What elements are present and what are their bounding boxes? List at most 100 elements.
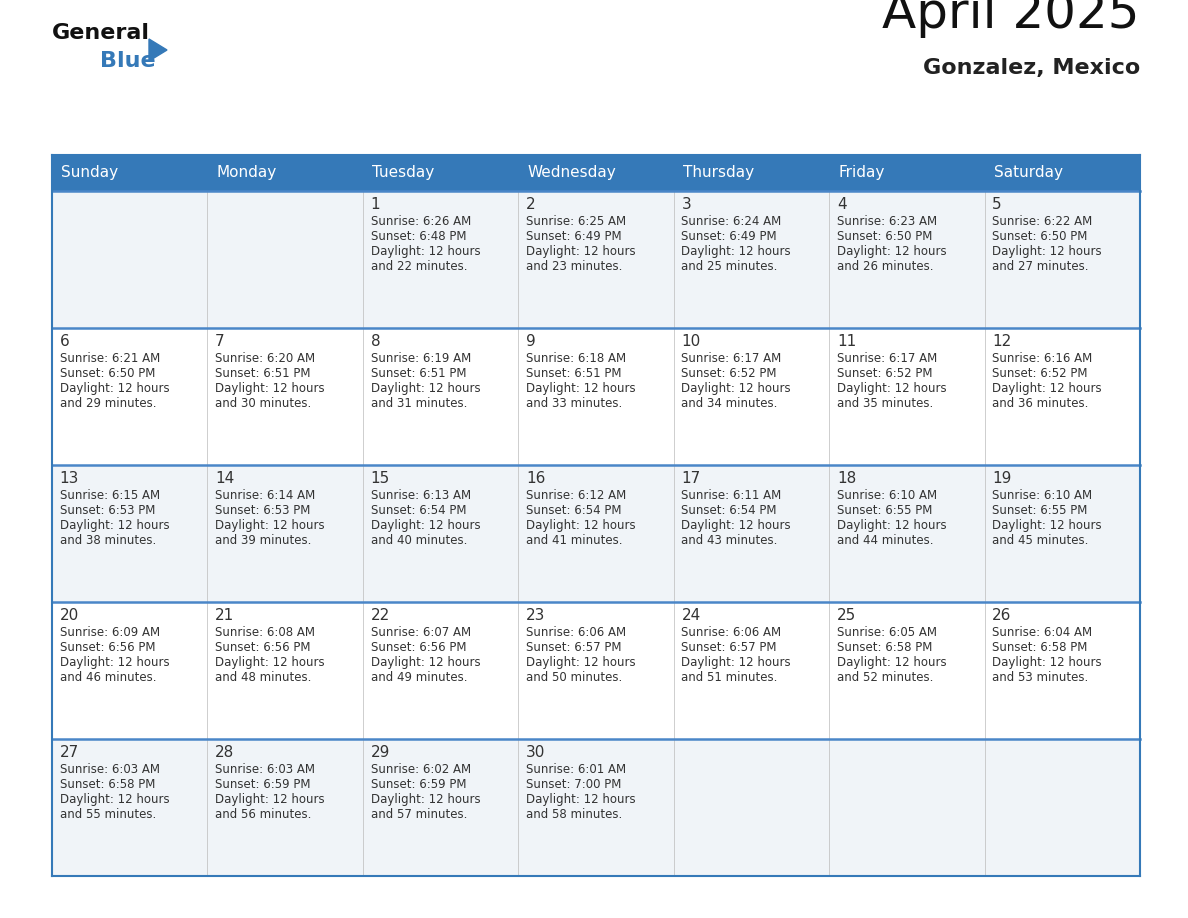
- Text: Daylight: 12 hours: Daylight: 12 hours: [215, 519, 324, 532]
- Text: 25: 25: [836, 608, 857, 623]
- Text: Sunset: 6:59 PM: Sunset: 6:59 PM: [215, 778, 311, 791]
- Bar: [985, 602, 1140, 739]
- Text: Sunrise: 6:07 AM: Sunrise: 6:07 AM: [371, 626, 470, 639]
- Text: Sunset: 6:48 PM: Sunset: 6:48 PM: [371, 230, 466, 243]
- Text: Friday: Friday: [839, 165, 885, 181]
- Text: Sunrise: 6:03 AM: Sunrise: 6:03 AM: [215, 763, 315, 776]
- Text: Sunset: 6:49 PM: Sunset: 6:49 PM: [526, 230, 621, 243]
- Text: Sunrise: 6:18 AM: Sunrise: 6:18 AM: [526, 352, 626, 365]
- Text: Sunset: 6:52 PM: Sunset: 6:52 PM: [682, 367, 777, 380]
- Text: Daylight: 12 hours: Daylight: 12 hours: [371, 793, 480, 806]
- Text: Daylight: 12 hours: Daylight: 12 hours: [836, 245, 947, 258]
- Bar: [829, 602, 985, 739]
- Text: 24: 24: [682, 608, 701, 623]
- Text: Daylight: 12 hours: Daylight: 12 hours: [992, 656, 1102, 669]
- Text: 16: 16: [526, 471, 545, 486]
- Text: Sunrise: 6:13 AM: Sunrise: 6:13 AM: [371, 489, 470, 502]
- Bar: [829, 191, 985, 328]
- Text: Daylight: 12 hours: Daylight: 12 hours: [215, 793, 324, 806]
- Text: 6: 6: [59, 334, 70, 349]
- Bar: [52, 602, 208, 739]
- Text: Sunrise: 6:17 AM: Sunrise: 6:17 AM: [682, 352, 782, 365]
- Text: and 56 minutes.: and 56 minutes.: [215, 808, 311, 821]
- Bar: [362, 602, 518, 739]
- Bar: [518, 602, 674, 739]
- Text: Daylight: 12 hours: Daylight: 12 hours: [526, 656, 636, 669]
- Text: 3: 3: [682, 197, 691, 212]
- Text: Daylight: 12 hours: Daylight: 12 hours: [371, 245, 480, 258]
- Text: Daylight: 12 hours: Daylight: 12 hours: [526, 519, 636, 532]
- Bar: [362, 739, 518, 876]
- Text: 11: 11: [836, 334, 857, 349]
- Text: Daylight: 12 hours: Daylight: 12 hours: [526, 382, 636, 395]
- Text: and 36 minutes.: and 36 minutes.: [992, 397, 1088, 410]
- Text: Sunset: 6:56 PM: Sunset: 6:56 PM: [59, 641, 156, 654]
- Text: Daylight: 12 hours: Daylight: 12 hours: [682, 656, 791, 669]
- Text: Daylight: 12 hours: Daylight: 12 hours: [59, 382, 170, 395]
- Text: 28: 28: [215, 745, 234, 760]
- Text: and 51 minutes.: and 51 minutes.: [682, 671, 778, 684]
- Polygon shape: [148, 39, 168, 61]
- Text: April 2025: April 2025: [883, 0, 1140, 38]
- Text: and 43 minutes.: and 43 minutes.: [682, 534, 778, 547]
- Bar: [208, 465, 362, 602]
- Text: Daylight: 12 hours: Daylight: 12 hours: [836, 382, 947, 395]
- Text: Daylight: 12 hours: Daylight: 12 hours: [215, 382, 324, 395]
- Text: Sunrise: 6:25 AM: Sunrise: 6:25 AM: [526, 215, 626, 228]
- Text: Sunrise: 6:12 AM: Sunrise: 6:12 AM: [526, 489, 626, 502]
- Text: Sunrise: 6:08 AM: Sunrise: 6:08 AM: [215, 626, 315, 639]
- Text: Sunset: 6:49 PM: Sunset: 6:49 PM: [682, 230, 777, 243]
- Text: Sunrise: 6:19 AM: Sunrise: 6:19 AM: [371, 352, 470, 365]
- Bar: [518, 465, 674, 602]
- Bar: [829, 155, 985, 191]
- Text: Sunrise: 6:03 AM: Sunrise: 6:03 AM: [59, 763, 159, 776]
- Text: Sunset: 6:54 PM: Sunset: 6:54 PM: [682, 504, 777, 517]
- Text: Wednesday: Wednesday: [527, 165, 617, 181]
- Bar: [674, 328, 829, 465]
- Text: Sunrise: 6:06 AM: Sunrise: 6:06 AM: [682, 626, 782, 639]
- Bar: [674, 191, 829, 328]
- Text: Daylight: 12 hours: Daylight: 12 hours: [682, 519, 791, 532]
- Bar: [518, 155, 674, 191]
- Text: and 34 minutes.: and 34 minutes.: [682, 397, 778, 410]
- Bar: [829, 465, 985, 602]
- Text: Daylight: 12 hours: Daylight: 12 hours: [371, 519, 480, 532]
- Text: and 55 minutes.: and 55 minutes.: [59, 808, 156, 821]
- Text: Daylight: 12 hours: Daylight: 12 hours: [59, 793, 170, 806]
- Text: Tuesday: Tuesday: [372, 165, 435, 181]
- Bar: [208, 739, 362, 876]
- Text: Sunset: 6:56 PM: Sunset: 6:56 PM: [371, 641, 466, 654]
- Text: and 33 minutes.: and 33 minutes.: [526, 397, 623, 410]
- Text: Daylight: 12 hours: Daylight: 12 hours: [371, 382, 480, 395]
- Text: Daylight: 12 hours: Daylight: 12 hours: [836, 656, 947, 669]
- Text: 5: 5: [992, 197, 1001, 212]
- Bar: [362, 191, 518, 328]
- Text: Sunset: 6:50 PM: Sunset: 6:50 PM: [836, 230, 933, 243]
- Bar: [985, 465, 1140, 602]
- Text: 22: 22: [371, 608, 390, 623]
- Text: 26: 26: [992, 608, 1012, 623]
- Bar: [208, 191, 362, 328]
- Text: and 23 minutes.: and 23 minutes.: [526, 260, 623, 273]
- Text: Daylight: 12 hours: Daylight: 12 hours: [215, 656, 324, 669]
- Text: Blue: Blue: [100, 51, 156, 71]
- Text: Sunset: 6:53 PM: Sunset: 6:53 PM: [59, 504, 156, 517]
- Bar: [52, 739, 208, 876]
- Bar: [674, 465, 829, 602]
- Text: Sunrise: 6:20 AM: Sunrise: 6:20 AM: [215, 352, 315, 365]
- Bar: [208, 328, 362, 465]
- Text: Saturday: Saturday: [994, 165, 1063, 181]
- Text: Sunday: Sunday: [62, 165, 119, 181]
- Bar: [362, 328, 518, 465]
- Text: Sunset: 6:51 PM: Sunset: 6:51 PM: [526, 367, 621, 380]
- Bar: [985, 155, 1140, 191]
- Bar: [518, 328, 674, 465]
- Text: 9: 9: [526, 334, 536, 349]
- Bar: [518, 739, 674, 876]
- Text: 14: 14: [215, 471, 234, 486]
- Bar: [518, 191, 674, 328]
- Text: Daylight: 12 hours: Daylight: 12 hours: [992, 382, 1102, 395]
- Text: Sunrise: 6:10 AM: Sunrise: 6:10 AM: [992, 489, 1093, 502]
- Text: 13: 13: [59, 471, 80, 486]
- Text: 21: 21: [215, 608, 234, 623]
